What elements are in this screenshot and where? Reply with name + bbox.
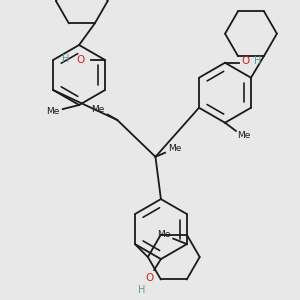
Text: Me: Me	[92, 105, 105, 114]
Text: O: O	[241, 56, 250, 66]
Text: O: O	[76, 55, 85, 65]
Text: H: H	[254, 56, 261, 66]
Text: Me: Me	[157, 230, 170, 239]
Text: Me: Me	[46, 107, 60, 116]
Text: H: H	[62, 54, 69, 64]
Text: Me: Me	[168, 144, 181, 153]
Text: Me: Me	[237, 130, 251, 140]
Text: O: O	[146, 273, 154, 283]
Text: H: H	[138, 286, 146, 296]
